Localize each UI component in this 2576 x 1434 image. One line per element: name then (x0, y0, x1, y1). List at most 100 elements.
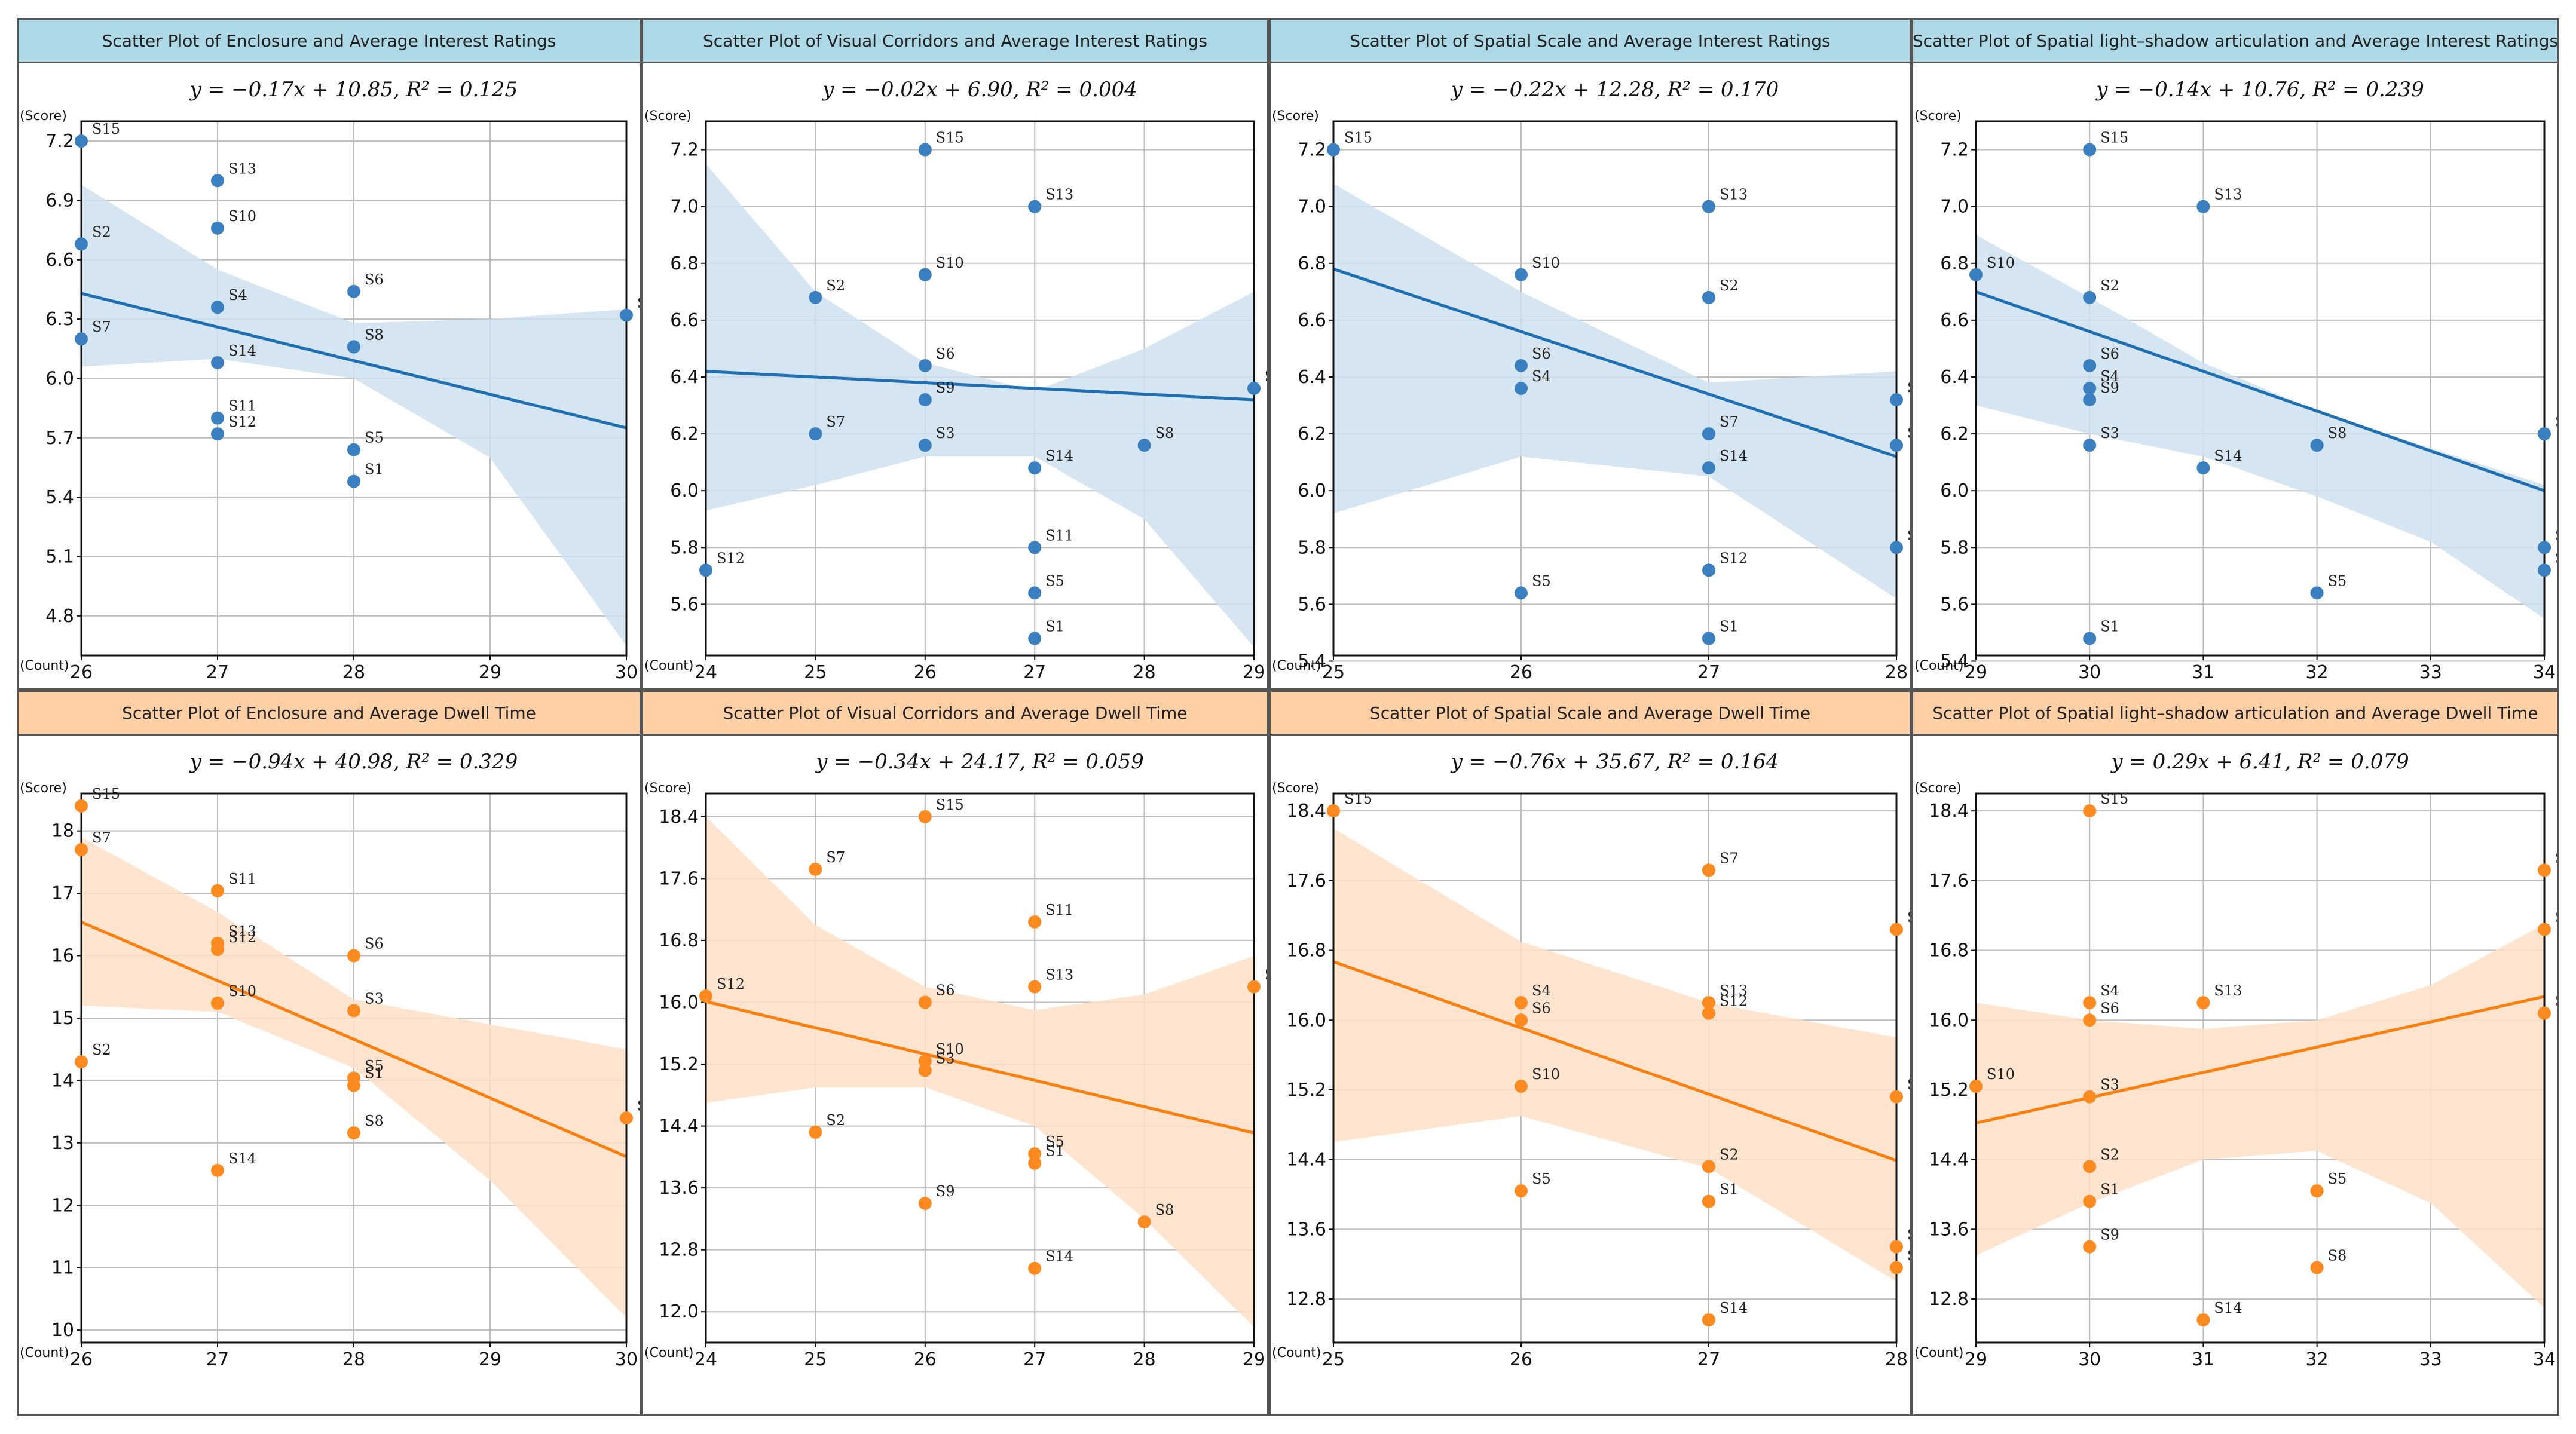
point-label: S8 (365, 1113, 384, 1129)
point-label: S9 (637, 295, 640, 311)
data-point-s5 (347, 443, 360, 456)
y-tick-label: 4.8 (45, 606, 74, 627)
y-tick-label: 13.6 (1286, 1219, 1326, 1240)
regression-equation: y = −0.17x + 10.85, R² = 0.125 (189, 78, 518, 102)
chart-panel-5: Scatter Plot of Enclosure and Average Dw… (17, 690, 641, 1416)
x-axis-label: (Count) (1272, 658, 1321, 673)
confidence-band (1976, 924, 2544, 1308)
point-label: S2 (1720, 277, 1739, 294)
regression-line (1975, 290, 2545, 492)
point-label: S4 (228, 287, 247, 304)
point-label: S5 (2328, 572, 2347, 589)
point-label: S5 (365, 1058, 384, 1074)
chart-title: Scatter Plot of Spatial Scale and Averag… (1271, 692, 1910, 736)
y-tick-label: 17.6 (1929, 871, 1969, 891)
x-tick-label: 27 (1023, 662, 1046, 683)
data-point-s2 (75, 1055, 88, 1069)
point-label: S12 (228, 929, 256, 946)
data-point-s2 (2083, 1160, 2097, 1173)
x-tick-label: 33 (2419, 662, 2442, 683)
y-tick-label: 7.2 (1940, 140, 1969, 161)
regression-line (81, 292, 627, 430)
point-label: S15 (1344, 130, 1372, 146)
y-axis-label: (Score) (20, 781, 67, 796)
y-tick-label: 16.8 (1286, 940, 1326, 961)
point-label: S3 (1907, 1077, 1910, 1093)
point-label: S5 (1045, 572, 1064, 589)
y-tick-label: 13.6 (1929, 1219, 1969, 1240)
point-label: S6 (365, 936, 384, 952)
point-label: S11 (1907, 527, 1910, 544)
scatter-plot: y = −0.14x + 10.76, R² = 0.239 5.4 5.6 5.8 6… (1914, 78, 2557, 683)
y-tick-label: 6.9 (45, 190, 74, 211)
regression-line (705, 1000, 1255, 1135)
point-label: S11 (1045, 902, 1073, 918)
point-label: S3 (936, 1050, 955, 1067)
point-label: S14 (1720, 448, 1748, 464)
point-label: S14 (228, 1150, 256, 1167)
point-label: S11 (2555, 527, 2557, 544)
x-axis-label: (Count) (20, 1346, 69, 1361)
y-tick-label: 6.6 (45, 250, 74, 271)
confidence-band (1333, 828, 1896, 1282)
data-point-s5 (2310, 1184, 2324, 1198)
data-point-s1 (347, 1078, 360, 1092)
data-point-s11 (1890, 923, 1903, 936)
data-point-s9 (620, 308, 633, 322)
x-tick-label: 24 (695, 662, 717, 683)
x-axis-label: (Count) (1914, 658, 1964, 673)
data-point-s10 (918, 1054, 932, 1068)
chart-title: Scatter Plot of Spatial light–shadow art… (1913, 20, 2557, 63)
x-tick-label: 28 (1133, 1349, 1156, 1370)
x-tick-label: 28 (1885, 1349, 1908, 1370)
scatter-plot: y = 0.29x + 6.41, R² = 0.079 12.8 13.6 14.4… (1914, 750, 2557, 1370)
y-tick-label: 14.4 (1929, 1150, 1969, 1171)
point-label: S8 (365, 326, 384, 343)
point-label: S6 (1532, 1000, 1551, 1016)
point-label: S7 (826, 413, 845, 430)
x-tick-label: 29 (479, 662, 501, 683)
x-tick-label: 28 (1885, 662, 1908, 683)
data-point-s7 (75, 842, 88, 856)
point-label: S9 (936, 1183, 955, 1200)
x-tick-label: 33 (2419, 1349, 2442, 1370)
chart-title: Scatter Plot of Visual Corridors and Ave… (643, 692, 1267, 736)
x-tick-label: 26 (1510, 1349, 1532, 1370)
y-tick-label: 6.0 (1298, 480, 1326, 501)
data-point-s7 (75, 332, 88, 346)
point-label: S7 (2555, 850, 2557, 866)
data-point-s15 (1327, 143, 1340, 157)
axes-frame (1332, 120, 1898, 657)
data-point-s12 (1702, 563, 1715, 577)
data-point-s3 (918, 1064, 932, 1077)
regression-line (705, 369, 1255, 402)
data-point-s2 (2083, 290, 2097, 304)
point-label: S13 (1720, 982, 1748, 999)
point-label: S10 (1987, 255, 2015, 271)
x-tick-label: 27 (206, 1349, 229, 1370)
point-label: S9 (1907, 379, 1910, 396)
data-point-s8 (1890, 1261, 1903, 1274)
point-label: S10 (228, 208, 256, 225)
y-tick-label: 18.4 (1286, 801, 1326, 822)
y-tick-label: 12.0 (659, 1301, 699, 1322)
chart-panel-2: Scatter Plot of Visual Corridors and Ave… (641, 18, 1269, 690)
y-tick-label: 7.0 (1940, 197, 1969, 217)
data-point-s11 (1028, 541, 1042, 554)
data-point-s12 (2538, 1006, 2551, 1020)
y-tick-label: 5.6 (1940, 594, 1969, 615)
point-label: S12 (717, 550, 745, 566)
data-point-s4 (1247, 980, 1261, 994)
point-label: S15 (936, 796, 964, 813)
point-label: S3 (2100, 425, 2119, 442)
x-tick-label: 30 (2078, 1349, 2101, 1370)
point-label: S2 (2100, 1146, 2119, 1163)
point-label: S2 (92, 1041, 111, 1058)
y-axis-label: (Score) (644, 109, 692, 124)
data-point-s9 (2083, 1240, 2097, 1254)
data-point-s13 (1702, 200, 1715, 213)
point-label: S10 (1532, 255, 1560, 271)
y-tick-label: 6.6 (1298, 310, 1326, 331)
point-label: S14 (228, 342, 256, 359)
x-tick-label: 28 (342, 1349, 365, 1370)
